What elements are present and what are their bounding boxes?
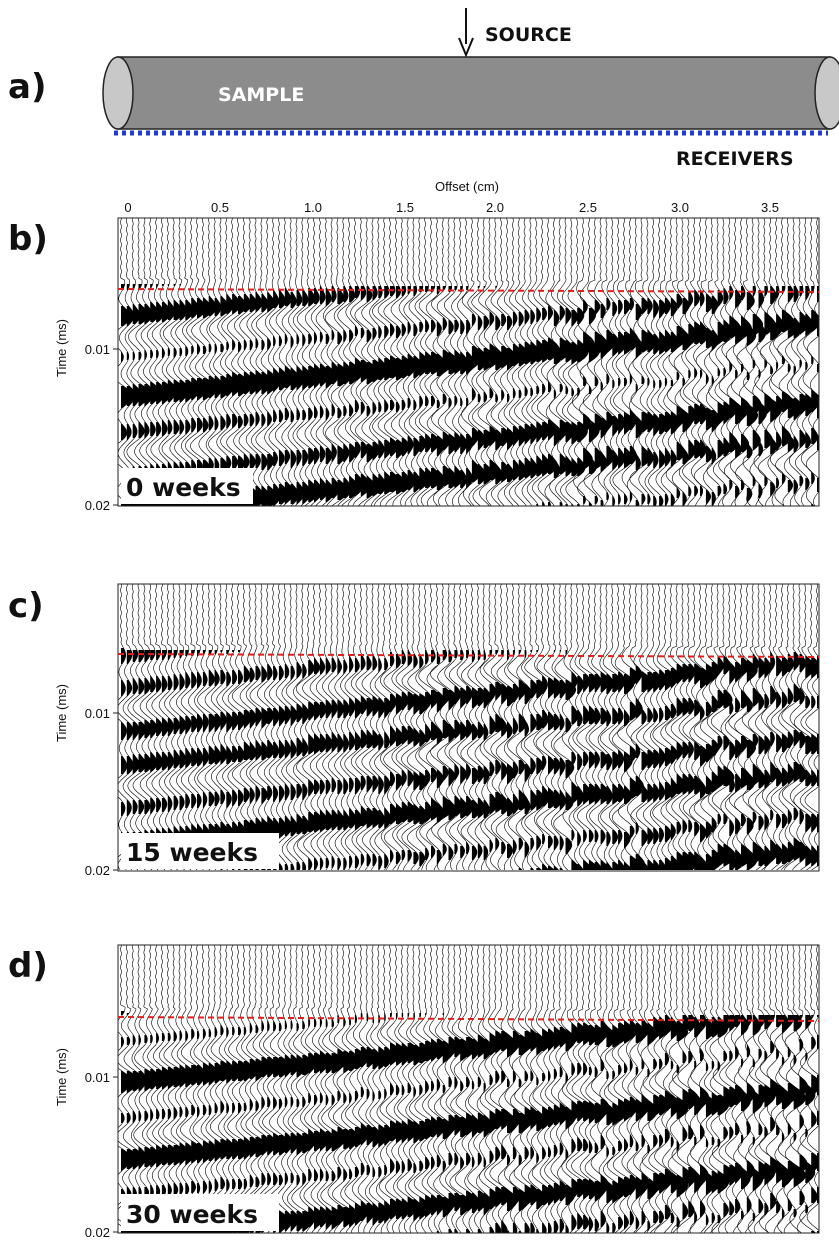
x-tick-label: 0 <box>124 200 131 215</box>
source-arrow <box>458 8 474 58</box>
schematic-panel: a) SAMPLE SOURCE RECEIVERS <box>8 8 839 170</box>
first-arrival-line <box>117 1016 820 1022</box>
y-tick-label: 0.01 <box>85 342 110 357</box>
trace-area <box>118 218 819 506</box>
y-axis: 0.01 0.02 Time (ms) <box>54 1048 118 1240</box>
first-arrival-line <box>117 653 820 658</box>
y-axis: 0.01 0.02 Time (ms) <box>54 684 118 878</box>
y-tick-label: 0.01 <box>85 706 110 721</box>
y-tick-label: 0.02 <box>85 1225 110 1240</box>
week-label: 0 weeks <box>126 473 241 502</box>
x-tick-label: 2.5 <box>579 200 597 215</box>
cylinder-right-cap <box>814 56 839 130</box>
y-axis-title: Time (ms) <box>54 684 69 742</box>
seismic-traces <box>118 584 819 871</box>
week-label-box <box>121 468 253 504</box>
cylinder-left-cap <box>102 56 134 130</box>
receivers-label: RECEIVERS <box>676 148 794 170</box>
panel-letter-b: b) <box>8 219 48 259</box>
panel-letter-c: c) <box>8 586 44 626</box>
seismic-traces <box>118 218 819 506</box>
plot-frame <box>117 944 820 1234</box>
seismogram-panel-15-weeks: c) 0.01 0.02 Time (ms) 15 weeks <box>8 583 820 878</box>
trace-area <box>118 945 819 1233</box>
panel-letter-a: a) <box>8 67 46 107</box>
seismic-traces <box>118 945 819 1233</box>
panel-letter-d: d) <box>8 946 48 986</box>
seismogram-panel-30-weeks: d) 0.01 0.02 Time (ms) 30 weeks <box>8 944 820 1240</box>
x-tick-label: 2.0 <box>486 200 504 215</box>
trace-wiggles <box>118 945 819 1233</box>
first-arrival-line <box>117 288 820 293</box>
source-label: SOURCE <box>485 24 572 46</box>
y-axis-title: Time (ms) <box>54 1048 69 1106</box>
y-axis: 0.01 0.02 Time (ms) <box>54 319 118 513</box>
y-tick-label: 0.02 <box>85 498 110 513</box>
trace-wiggles <box>118 218 819 506</box>
y-axis-title: Time (ms) <box>54 319 69 377</box>
x-tick-label: 3.0 <box>671 200 689 215</box>
x-tick-label: 3.5 <box>761 200 779 215</box>
sample-cylinder <box>102 56 839 130</box>
cylinder-body <box>117 56 831 130</box>
x-axis-title: Offset (cm) <box>435 179 499 194</box>
week-label-box <box>121 833 279 869</box>
week-label: 30 weeks <box>126 1200 258 1229</box>
y-tick-label: 0.02 <box>85 863 110 878</box>
plot-frame <box>117 583 820 872</box>
x-tick-label: 1.5 <box>396 200 414 215</box>
seismogram-panel-0-weeks: b) 0.01 0.02 Time (ms) 0 weeks <box>8 217 820 513</box>
trace-area <box>118 584 819 871</box>
y-tick-label: 0.01 <box>85 1070 110 1085</box>
sample-label: SAMPLE <box>218 84 304 106</box>
x-tick-label: 0.5 <box>211 200 229 215</box>
offset-axis: Offset (cm) 0 0.5 1.0 1.5 2.0 2.5 3.0 3.… <box>124 179 779 215</box>
trace-wiggles <box>118 584 819 871</box>
x-tick-label: 1.0 <box>304 200 322 215</box>
plot-frame <box>117 217 820 507</box>
week-label-box <box>121 1194 279 1231</box>
week-label: 15 weeks <box>126 838 258 867</box>
